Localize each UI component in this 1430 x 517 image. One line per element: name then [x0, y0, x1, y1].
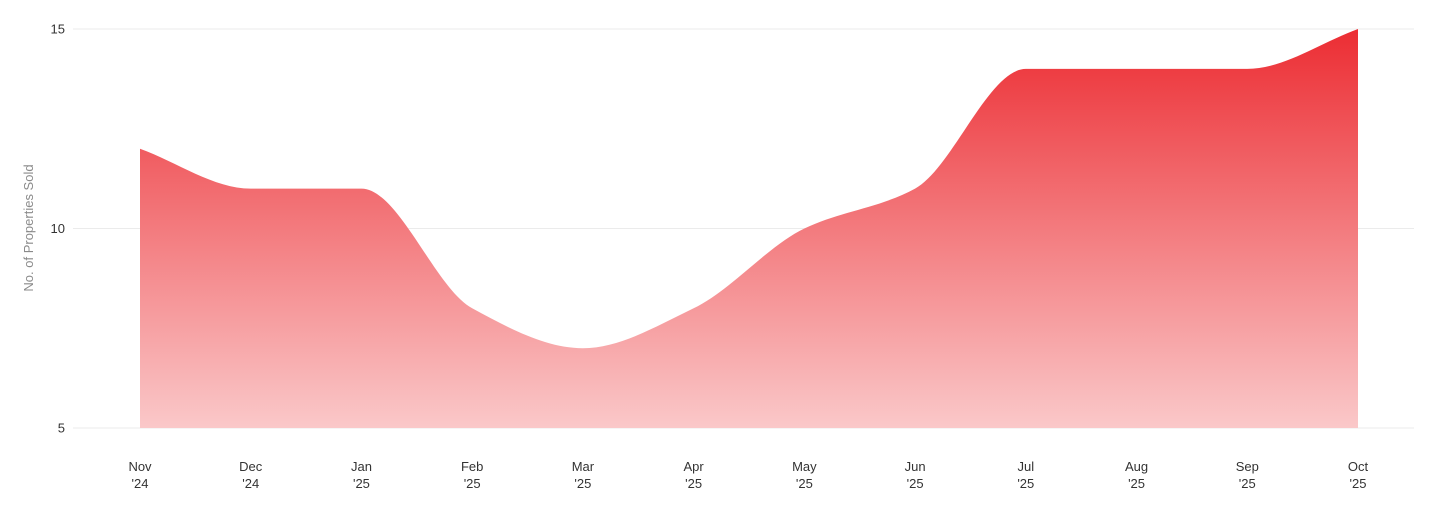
- data-point[interactable]: [1244, 66, 1250, 72]
- x-tick-month: Jun: [905, 459, 926, 474]
- data-point[interactable]: [912, 186, 918, 192]
- x-tick-year: '25: [685, 476, 702, 491]
- x-tick-label: Sep '25: [1236, 459, 1259, 491]
- x-tick-label: Aug '25: [1125, 459, 1148, 491]
- x-tick-year: '25: [796, 476, 813, 491]
- area-fill: [140, 29, 1358, 428]
- x-tick-month: Apr: [684, 459, 705, 474]
- x-tick-month: May: [792, 459, 817, 474]
- x-tick-month: Jul: [1018, 459, 1035, 474]
- x-axis-ticks: Nov '24 Dec '24 Jan '25 Feb '25 Mar '25 Apr '25 May '…: [128, 459, 1368, 491]
- x-tick-year: '25: [1017, 476, 1034, 491]
- data-point[interactable]: [469, 305, 475, 311]
- x-tick-year: '25: [464, 476, 481, 491]
- x-tick-label: Nov '24: [128, 459, 152, 491]
- data-point[interactable]: [248, 186, 254, 192]
- x-tick-year: '24: [132, 476, 149, 491]
- y-tick-label: 10: [51, 221, 65, 236]
- x-tick-month: Feb: [461, 459, 483, 474]
- x-tick-label: Jan '25: [351, 459, 372, 491]
- x-tick-month: Jan: [351, 459, 372, 474]
- x-tick-year: '25: [907, 476, 924, 491]
- x-tick-label: Mar '25: [572, 459, 595, 491]
- x-tick-year: '24: [242, 476, 259, 491]
- data-point[interactable]: [1355, 26, 1361, 32]
- x-tick-month: Mar: [572, 459, 595, 474]
- x-tick-year: '25: [1239, 476, 1256, 491]
- data-point[interactable]: [691, 305, 697, 311]
- x-tick-month: Dec: [239, 459, 263, 474]
- x-tick-month: Oct: [1348, 459, 1369, 474]
- x-tick-label: Dec '24: [239, 459, 263, 491]
- x-tick-label: Oct '25: [1348, 459, 1369, 491]
- series-area: [137, 26, 1361, 428]
- x-tick-label: Jul '25: [1017, 459, 1034, 491]
- data-point[interactable]: [358, 186, 364, 192]
- data-point[interactable]: [137, 146, 143, 152]
- x-tick-year: '25: [1128, 476, 1145, 491]
- x-tick-year: '25: [574, 476, 591, 491]
- y-tick-label: 15: [51, 22, 65, 37]
- x-tick-year: '25: [1350, 476, 1367, 491]
- x-tick-month: Aug: [1125, 459, 1148, 474]
- y-tick-label: 5: [58, 421, 65, 436]
- x-tick-label: Jun '25: [905, 459, 926, 491]
- y-axis-ticks: 5 10 15: [51, 22, 65, 436]
- x-tick-label: Apr '25: [684, 459, 705, 491]
- x-tick-month: Nov: [128, 459, 152, 474]
- data-point[interactable]: [1023, 66, 1029, 72]
- data-point[interactable]: [580, 345, 586, 351]
- x-tick-year: '25: [353, 476, 370, 491]
- x-tick-label: Feb '25: [461, 459, 483, 491]
- x-tick-month: Sep: [1236, 459, 1259, 474]
- x-tick-label: May '25: [792, 459, 817, 491]
- data-point[interactable]: [1134, 66, 1140, 72]
- data-point[interactable]: [801, 226, 807, 232]
- y-axis-label: No. of Properties Sold: [21, 164, 36, 291]
